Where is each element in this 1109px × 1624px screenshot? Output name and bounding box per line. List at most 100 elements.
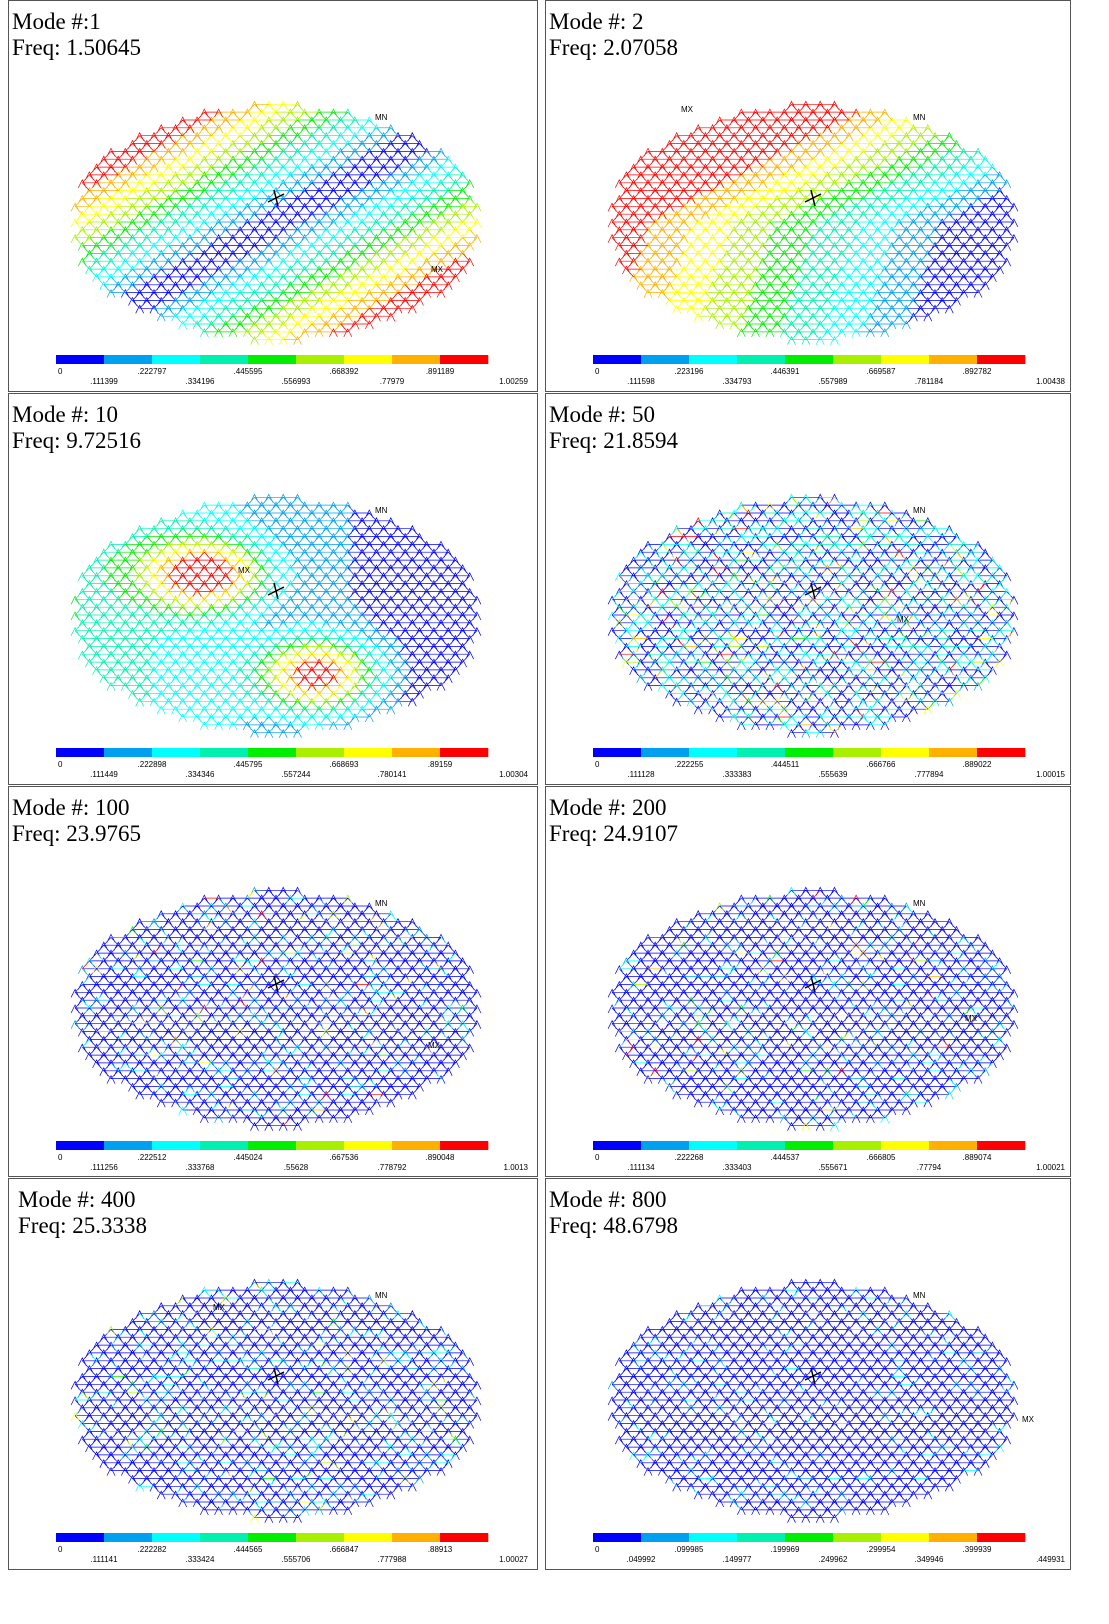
mesh: [607, 493, 1019, 738]
mesh: [70, 517, 384, 718]
legend-label: .333383: [723, 770, 752, 779]
mesh: [154, 548, 349, 694]
legend-swatch: [248, 748, 297, 757]
legend-label: .111399: [90, 377, 118, 386]
mesh: [607, 886, 1019, 1131]
legend-label: 0: [58, 760, 63, 769]
legend-label: .555639: [819, 770, 848, 779]
legend-swatch: [929, 1141, 978, 1150]
mesh: [736, 131, 961, 338]
legend-label: .111598: [627, 377, 655, 386]
legend-swatch: [785, 1141, 834, 1150]
legend-label: .333424: [186, 1555, 215, 1564]
legend-swatch: [440, 1141, 489, 1150]
mesh: [232, 493, 413, 738]
legend-label: .111134: [627, 1163, 655, 1172]
legend-label: .222255: [675, 760, 704, 769]
legend-swatch: [737, 748, 786, 757]
support-symbol: [267, 189, 285, 207]
legend-label: 0: [58, 367, 63, 376]
legend-label: .666847: [330, 1545, 359, 1554]
legend-label: .222797: [138, 367, 167, 376]
legend-swatch: [392, 355, 441, 364]
mesh: [77, 108, 475, 338]
mesh: [82, 108, 470, 338]
legend-label: .777894: [915, 770, 944, 779]
mode-label: Mode #: 800: [549, 1187, 667, 1212]
legend-label: .149977: [723, 1555, 752, 1564]
legend-label: .445024: [234, 1153, 263, 1162]
mode-label: Mode #: 100: [12, 795, 130, 820]
mesh: [75, 1281, 463, 1518]
freq-label: Freq: 48.6798: [549, 1213, 678, 1238]
legend-swatch: [104, 748, 153, 757]
legend-label: .449931: [1036, 1555, 1065, 1564]
legend-label: 0: [595, 1153, 600, 1162]
legend-swatch: [440, 355, 489, 364]
support-symbol: [804, 189, 822, 207]
freq-label: Freq: 23.9765: [12, 821, 141, 846]
min-marker: MN: [913, 506, 926, 515]
max-marker: MX: [428, 1041, 441, 1050]
mesh: [626, 890, 950, 1076]
legend-swatch: [929, 355, 978, 364]
freq-label: Freq: 9.72516: [12, 428, 141, 453]
legend-swatch: [152, 355, 201, 364]
mesh: [70, 100, 482, 345]
mesh: [70, 528, 377, 710]
legend-swatch: [56, 1533, 105, 1542]
legend-swatch: [296, 355, 345, 364]
legend-swatch: [200, 355, 249, 364]
legend-swatch: [200, 1533, 249, 1542]
mesh: [626, 1286, 1015, 1508]
support-symbol: [267, 1367, 285, 1385]
mode-label: Mode #:1: [12, 9, 101, 34]
legend-label: .333403: [723, 1163, 752, 1172]
mesh: [607, 100, 861, 278]
legend-swatch: [440, 748, 489, 757]
legend-label: .555671: [819, 1163, 848, 1172]
mesh: [132, 905, 442, 1111]
legend-label: .199969: [771, 1545, 800, 1554]
legend-swatch: [296, 1533, 345, 1542]
legend-swatch: [737, 355, 786, 364]
legend-label: .249962: [819, 1555, 848, 1564]
mesh: [82, 1282, 456, 1511]
legend-swatch: [104, 1533, 153, 1542]
support-symbol: [267, 975, 285, 993]
legend-label: .669587: [867, 367, 896, 376]
legend-label: .334196: [186, 377, 215, 386]
legend-swatch: [56, 1141, 105, 1150]
legend-label: 1.00304: [499, 770, 528, 779]
mesh: [82, 925, 467, 1072]
mesh: [70, 1294, 449, 1523]
legend-swatch: [392, 748, 441, 757]
mode-label: Mode #: 200: [549, 795, 667, 820]
legend-swatch: [296, 748, 345, 757]
mesh: [619, 509, 986, 726]
legend-label: .349946: [915, 1555, 944, 1564]
legend-swatch: [152, 1533, 201, 1542]
legend-swatch: [248, 1141, 297, 1150]
legend-label: .889074: [963, 1153, 992, 1162]
legend-label: .444537: [771, 1153, 800, 1162]
legend-label: .099985: [675, 1545, 704, 1554]
freq-label: Freq: 25.3338: [18, 1213, 147, 1238]
legend-swatch: [593, 1141, 642, 1150]
legend-swatch: [200, 1141, 249, 1150]
mesh: [168, 551, 341, 691]
legend-swatch: [344, 1141, 393, 1150]
legend-swatch: [833, 748, 882, 757]
legend-label: .666766: [867, 760, 896, 769]
mesh: [383, 1407, 392, 1416]
mode-label: Mode #: 2: [549, 9, 644, 34]
legend-label: 0: [58, 1545, 63, 1554]
mesh: [633, 902, 928, 1111]
legend-label: .334346: [186, 770, 215, 779]
min-marker: MN: [913, 1291, 926, 1300]
legend-label: .667536: [330, 1153, 359, 1162]
legend-label: .399939: [963, 1545, 992, 1554]
legend-swatch: [785, 355, 834, 364]
